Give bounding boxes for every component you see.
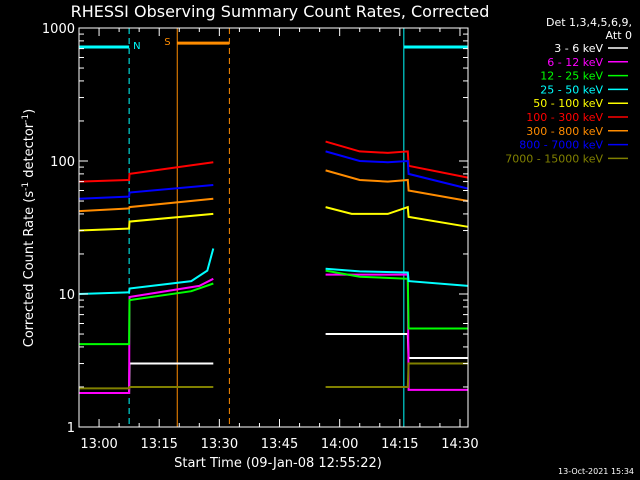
axis-layer: 13:00 13:15 13:30 13:45 14:00 14:15 14:30 1 10 10… [42,22,479,452]
x-axis-label: Start Time (09-Jan-08 12:55:22) [174,456,382,471]
series-line [325,150,469,190]
series-layer [78,140,469,394]
plot-frame [78,27,469,428]
y-label-end: ) [22,109,37,114]
chart-title: RHESSI Observing Summary Count Rates, Co… [71,2,490,21]
series-line [325,273,468,391]
x-tick-label: 13:00 [80,437,117,452]
x-tick-label: 14:15 [381,437,418,452]
series-line [78,212,214,232]
x-tick-label: 13:15 [140,437,177,452]
y-label-sup1: -1 [21,182,31,191]
legend-label: 12 - 25 keV [540,70,603,83]
x-tick-label: 14:00 [321,437,358,452]
series-line [79,277,214,394]
legend-label: 100 - 300 keV [526,111,603,124]
y-label-sup2: -1 [21,114,31,123]
legend-label: 300 - 800 keV [526,125,603,138]
y-axis-label: Corrected Count Rate (s-1 detector-1) [21,109,37,347]
y-label-mid: detector [22,122,37,182]
y-label-main: Corrected Count Rate (s [22,191,37,348]
series-line [78,161,214,183]
legend-label: 800 - 7000 keV [519,139,603,152]
series-line [78,248,215,295]
series-line [79,282,214,346]
series-line [78,184,214,200]
x-tick-label: 13:30 [201,437,238,452]
series-line [325,140,469,179]
legend-label: 6 - 12 keV [547,56,603,69]
x-tick-label: 13:45 [261,437,298,452]
y-tick-label: 100 [50,155,75,170]
legend-header-line-1: Det 1,3,4,5,6,9, [546,16,632,29]
series-line [325,362,468,388]
legend-label: 7000 - 15000 keV [505,152,603,165]
series-line [79,386,214,390]
flag-label: S [164,37,170,48]
legend-label: 25 - 50 keV [540,83,603,96]
legend-header-line-2: Att 0 [606,29,632,42]
series-line [325,169,469,202]
y-tick-label: 10 [58,288,75,303]
legend-label: 50 - 100 keV [533,97,603,110]
x-tick-label: 14:30 [441,437,478,452]
legend-label: 3 - 6 keV [554,42,603,55]
timestamp: 13-Oct-2021 15:34 [558,467,634,476]
series-line [325,267,469,287]
flag-label: N [133,41,140,52]
y-tick-label: 1000 [42,22,75,37]
series-line [325,205,469,228]
y-tick-label: 1 [67,421,75,436]
series-line [78,197,214,213]
